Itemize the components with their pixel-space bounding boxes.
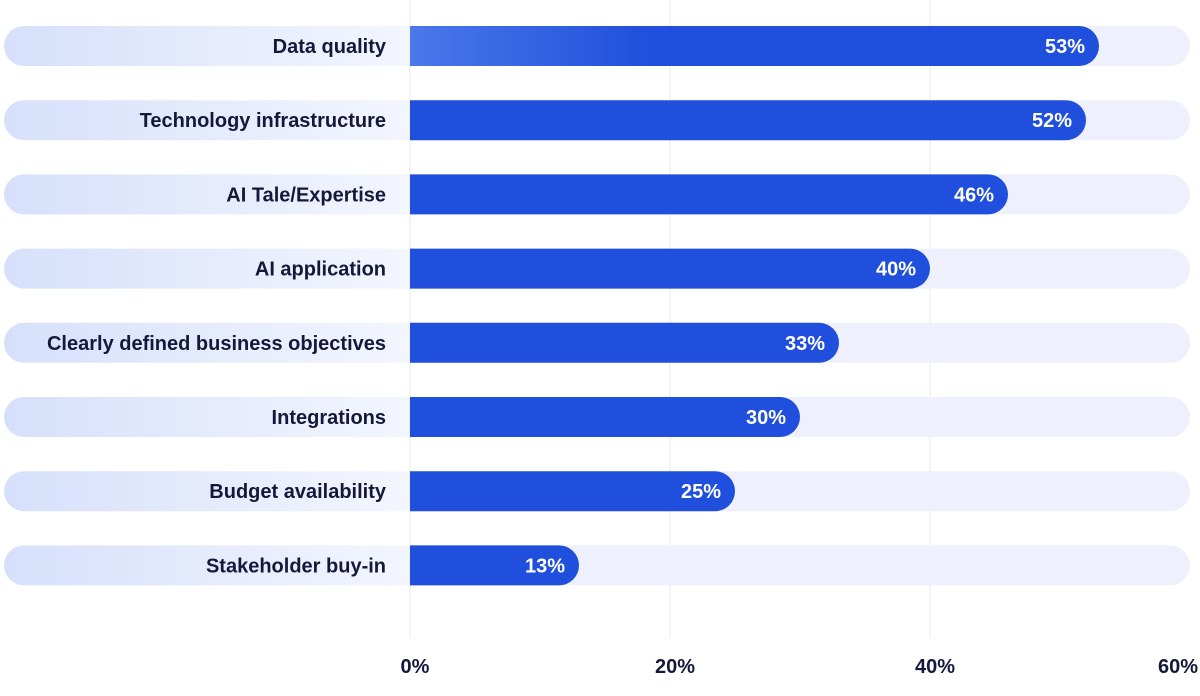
value-label: 25%	[681, 481, 721, 503]
category-pill	[4, 174, 410, 215]
value-label: 40%	[876, 259, 916, 281]
category-pill	[4, 100, 410, 141]
category-pill	[4, 471, 410, 512]
bar-row: AI application 40%	[4, 248, 1190, 289]
bar-row: Data quality 53%	[4, 26, 1190, 66]
category-label: Technology infrastructure	[140, 110, 386, 132]
bar	[410, 100, 1086, 141]
category-pill	[4, 248, 410, 289]
bar-row: Technology infrastructure 52%	[4, 100, 1190, 141]
value-label: 46%	[954, 184, 994, 206]
x-tick-label: 0%	[401, 656, 430, 678]
value-label: 30%	[746, 407, 786, 429]
value-label: 52%	[1032, 110, 1072, 132]
grid-lines	[409, 0, 931, 638]
value-label: 33%	[785, 333, 825, 355]
category-label: AI Tale/Expertise	[226, 184, 386, 206]
category-label: Stakeholder buy-in	[206, 555, 386, 577]
x-tick-label: 20%	[655, 656, 695, 678]
category-pill	[4, 322, 410, 363]
bar-row: Budget availability 25%	[4, 471, 1190, 512]
bar-row: Clearly defined business objectives 33%	[4, 322, 1190, 363]
bar-rows: Data quality 53% Technology infrastructure…	[4, 26, 1190, 586]
bar	[410, 248, 930, 289]
bar	[410, 471, 735, 512]
bar	[410, 545, 579, 586]
value-label: 53%	[1045, 36, 1085, 58]
category-label: Data quality	[273, 36, 387, 58]
bar	[410, 174, 1008, 215]
x-tick-label: 40%	[915, 656, 955, 678]
x-tick-label: 60%	[1158, 656, 1198, 678]
category-label: AI application	[255, 259, 386, 281]
value-label: 13%	[525, 555, 565, 577]
bar	[410, 397, 800, 437]
category-pill	[4, 26, 410, 66]
bar-row: Stakeholder buy-in 13%	[4, 545, 1190, 586]
bar-track	[390, 545, 1190, 586]
bar-row: AI Tale/Expertise 46%	[4, 174, 1190, 215]
bar	[410, 26, 1099, 66]
category-label: Integrations	[272, 407, 386, 429]
category-pill	[4, 545, 410, 586]
x-axis-ticks: 0% 20% 40% 60%	[401, 656, 1199, 678]
bar-row: Integrations 30%	[4, 397, 1190, 437]
bar	[410, 322, 839, 363]
category-label: Clearly defined business objectives	[47, 333, 386, 355]
category-pill	[4, 397, 409, 437]
category-label: Budget availability	[209, 481, 387, 503]
